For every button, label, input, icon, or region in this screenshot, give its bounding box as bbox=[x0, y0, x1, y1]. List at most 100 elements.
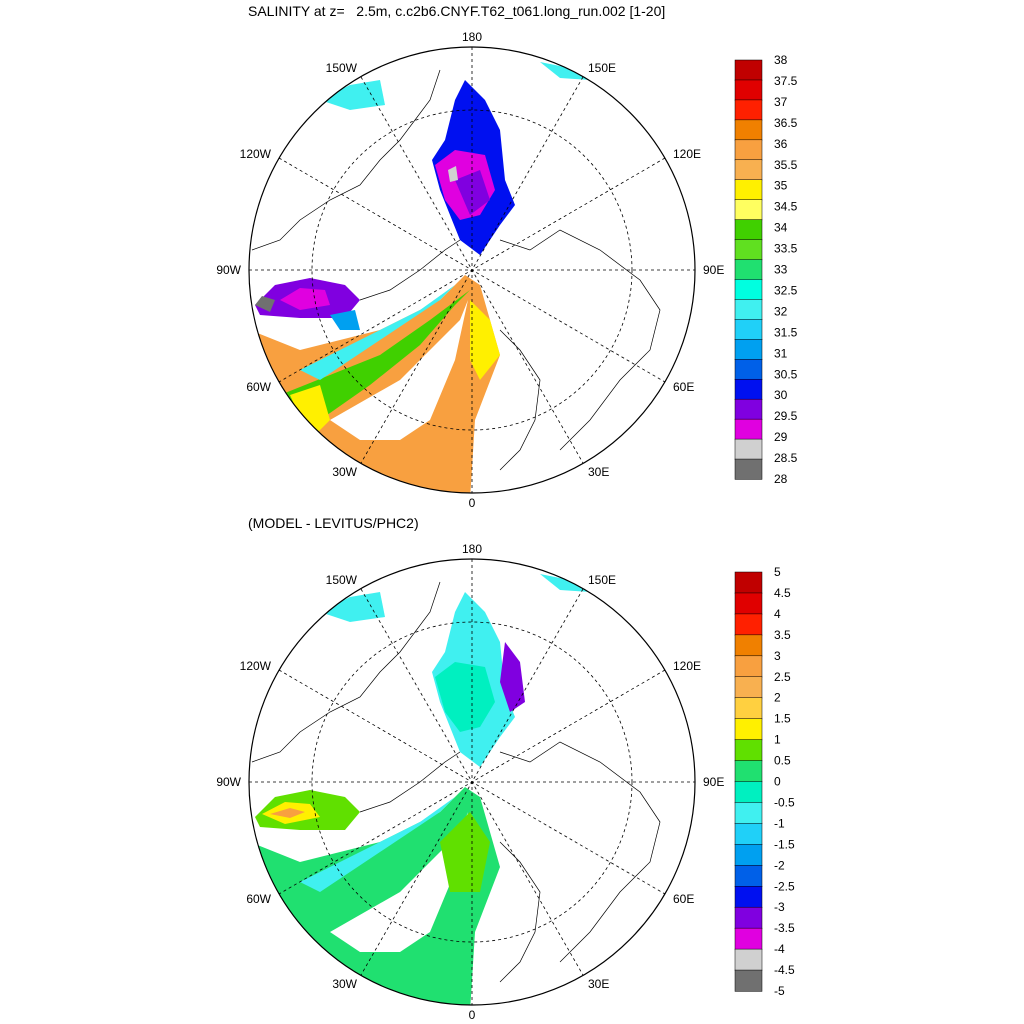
top-lon-60e: 60E bbox=[673, 380, 694, 394]
bottom-colorbar-swatch bbox=[734, 739, 763, 762]
top-colorbar-label: 38 bbox=[774, 53, 788, 67]
top-colorbar-swatch bbox=[734, 319, 763, 340]
bottom-arctic-purple bbox=[500, 642, 525, 712]
bottom-coast-eurasia bbox=[499, 741, 661, 963]
top-coastlines bbox=[251, 69, 661, 471]
bottom-colorbar-swatch bbox=[734, 592, 763, 615]
bottom-arctic-teal bbox=[435, 662, 495, 732]
bottom-colorbar-label: 3.5 bbox=[774, 628, 791, 642]
top-bering-cyan bbox=[320, 80, 385, 110]
top-colorbar-swatch bbox=[734, 59, 763, 81]
top-hudson-cyan bbox=[330, 310, 360, 330]
top-lon-90w: 90W bbox=[216, 263, 241, 277]
bottom-colorbar-label: -2 bbox=[774, 858, 785, 872]
top-colorbar-swatch bbox=[734, 99, 763, 121]
top-colorbar-swatch bbox=[734, 378, 763, 400]
bottom-lon-120e: 120E bbox=[673, 659, 701, 673]
top-colorbar-swatch bbox=[734, 159, 763, 181]
top-atlantic-cyan bbox=[300, 285, 455, 380]
bottom-colorbar-swatch bbox=[734, 948, 763, 971]
bottom-colorbar-label: 2.5 bbox=[774, 670, 791, 684]
bottom-colorbar-swatch bbox=[734, 906, 763, 929]
top-colorbar-label: 35.5 bbox=[774, 158, 798, 172]
bottom-colorbar: 5 4.5 4 3.5 3 2.5 2 1.5 1 0.5 0 -0.5 -1 -1.5 -2 -2.5 -3 -… bbox=[734, 565, 795, 998]
bottom-lon-180: 180 bbox=[462, 542, 482, 556]
top-hudson-magenta bbox=[280, 288, 330, 310]
bottom-colorbar-swatch bbox=[734, 886, 763, 908]
bottom-atlantic-lightgreen bbox=[440, 812, 490, 892]
top-colorbar-swatch bbox=[734, 239, 763, 261]
top-colorbar-label: 34.5 bbox=[774, 200, 798, 214]
bottom-colorbar-label: 3 bbox=[774, 649, 781, 663]
top-colorbar-label: 36 bbox=[774, 137, 788, 151]
bottom-okhotsk-cyan bbox=[540, 574, 590, 592]
top-graticule bbox=[249, 47, 695, 493]
bottom-colorbar-swatch bbox=[734, 571, 763, 594]
top-map-boundary bbox=[248, 46, 696, 494]
bottom-colorbar-swatch bbox=[734, 760, 763, 783]
bottom-colorbar-swatch bbox=[734, 927, 763, 950]
bottom-colorbar-swatch bbox=[734, 718, 763, 741]
bottom-colorbar-swatch bbox=[734, 802, 763, 825]
top-colorbar-label: 33 bbox=[774, 263, 788, 277]
top-colorbar-swatch bbox=[734, 119, 763, 141]
bottom-colorbar-label: 1.5 bbox=[774, 712, 791, 726]
top-coast-eurasia bbox=[499, 229, 661, 451]
top-atlantic-white-gap bbox=[330, 300, 468, 440]
bottom-lon-60w: 60W bbox=[246, 892, 271, 906]
top-colorbar-swatch bbox=[734, 259, 763, 281]
bottom-graticule bbox=[249, 559, 695, 1005]
bottom-colorbar-label: 4.5 bbox=[774, 586, 791, 600]
top-lon-30w: 30W bbox=[332, 465, 357, 479]
bottom-coast-canada bbox=[251, 581, 441, 763]
top-lon-60w: 60W bbox=[246, 380, 271, 394]
bottom-colorbar-swatch bbox=[734, 969, 763, 992]
top-atlantic-yellow bbox=[470, 300, 500, 380]
bottom-lon-150e: 150E bbox=[588, 573, 616, 587]
bottom-lon-150w: 150W bbox=[326, 573, 358, 587]
top-map-fields bbox=[250, 62, 590, 493]
top-colorbar-label: 32.5 bbox=[774, 283, 798, 297]
top-colorbar-swatch bbox=[734, 339, 763, 360]
top-colorbar-swatch bbox=[734, 199, 763, 221]
top-coast-scandinavia bbox=[499, 329, 541, 471]
top-colorbar-label: 31 bbox=[774, 346, 788, 360]
top-colorbar-label: 30 bbox=[774, 388, 788, 402]
top-colorbar-label: 37.5 bbox=[774, 74, 798, 88]
top-colorbar-swatch bbox=[734, 438, 763, 460]
bottom-colorbar-label: 0 bbox=[774, 775, 781, 789]
bottom-colorbar-swatch bbox=[734, 676, 763, 699]
top-lon-0: 0 bbox=[469, 496, 476, 510]
top-colorbar-label: 37 bbox=[774, 95, 788, 109]
bottom-title: (MODEL - LEVITUS/PHC2) bbox=[248, 515, 419, 531]
top-colorbar-swatch bbox=[734, 139, 763, 161]
bottom-colorbar-label: -0.5 bbox=[774, 795, 795, 809]
bottom-map-boundary bbox=[248, 558, 696, 1006]
top-colorbar-swatch bbox=[734, 279, 763, 301]
top-lon-30e: 30E bbox=[588, 465, 609, 479]
bottom-lon-120w: 120W bbox=[240, 659, 272, 673]
top-lon-150w: 150W bbox=[326, 61, 358, 75]
bottom-lon-30w: 30W bbox=[332, 977, 357, 991]
bottom-map-fields bbox=[250, 574, 590, 1005]
bottom-bering-cyan bbox=[320, 592, 385, 622]
bottom-colorbar-swatch bbox=[734, 634, 763, 657]
bottom-atlantic-white-gap bbox=[330, 812, 468, 952]
top-colorbar-label: 31.5 bbox=[774, 325, 798, 339]
bottom-colorbar-label: -3.5 bbox=[774, 921, 795, 935]
top-colorbar-swatch bbox=[734, 219, 763, 241]
top-colorbar-label: 36.5 bbox=[774, 116, 798, 130]
top-colorbar-swatch bbox=[734, 398, 763, 420]
top-colorbar-swatch bbox=[734, 79, 763, 101]
bottom-lon-30e: 30E bbox=[588, 977, 609, 991]
top-hudson-grey bbox=[255, 296, 275, 312]
top-arctic-purple bbox=[455, 170, 490, 215]
top-colorbar-label: 35 bbox=[774, 179, 788, 193]
bottom-colorbar-label: 5 bbox=[774, 565, 781, 579]
top-colorbar-label: 34 bbox=[774, 221, 788, 235]
bottom-colorbar-label: -5 bbox=[774, 984, 785, 998]
top-colorbar-label: 29 bbox=[774, 430, 788, 444]
top-map-panel: 180 0 90W 90E 150W 120W 60W 30W 150E 120… bbox=[216, 30, 798, 510]
top-lon-120w: 120W bbox=[240, 147, 272, 161]
bottom-lon-60e: 60E bbox=[673, 892, 694, 906]
